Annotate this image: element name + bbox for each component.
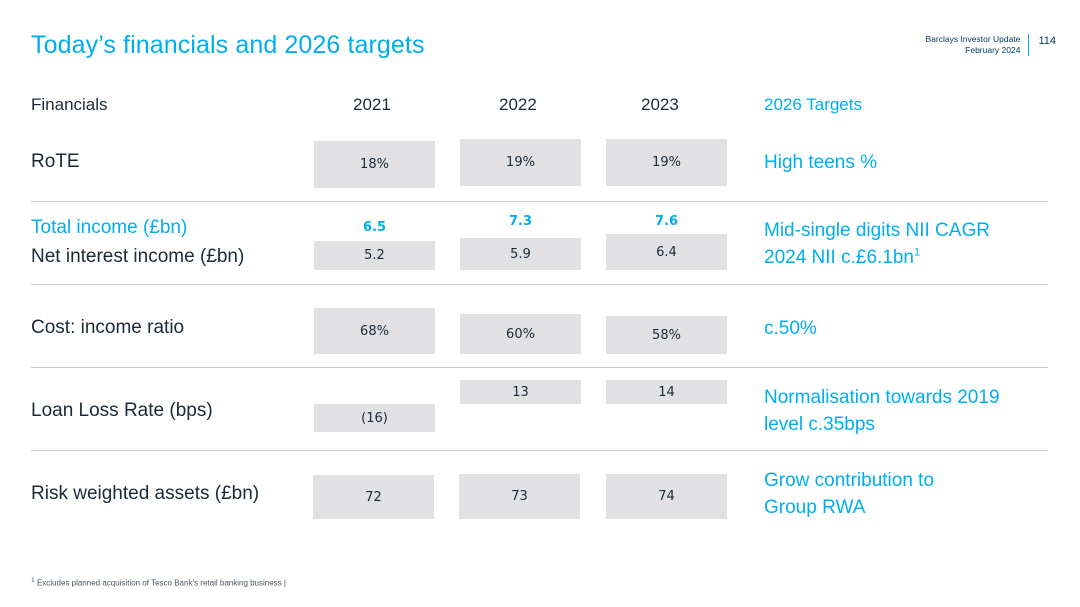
cell-nii-2021: 5.2 [314,241,435,270]
footnote-marker: 1 [914,246,921,259]
target-rote: High teens % [764,152,878,173]
cell-nii-2022: 5.9 [460,238,581,270]
row-label-total-income: Total income (£bn) [31,217,188,238]
cell-rote-2023: 19% [606,139,727,186]
column-header-financials: Financials [31,95,108,114]
footnote: 1 Excludes planned acquisition of Tesco … [31,577,286,588]
cell-rwa-2021: 72 [313,475,434,519]
column-header-targets: 2026 Targets [764,95,862,114]
cell-nii-2023: 6.4 [606,234,727,270]
row-divider [31,284,1048,285]
cell-rote-2021: 18% [314,141,435,188]
cell-cost-income-2021: 68% [314,308,435,354]
target-cost-income: c.50% [764,318,817,339]
row-divider [31,201,1048,202]
footnote-text: Excludes planned acquisition of Tesco Ba… [36,578,286,588]
footnote-number: 1 [31,577,35,584]
row-divider [31,450,1048,451]
row-label-rwa: Risk weighted assets (£bn) [31,483,260,504]
column-header-2022: 2022 [499,95,537,114]
row-divider [31,367,1048,368]
cell-loan-loss-2023: 14 [606,380,727,404]
cell-total-income-2022: 7.3 [508,214,533,229]
target-total-income: Mid-single digits NII CAGR 2024 NII c.£6… [764,217,990,271]
cell-total-income-2023: 7.6 [654,214,679,229]
target-rwa-line-2: Group RWA [764,497,866,518]
cell-rote-2022: 19% [460,139,581,186]
target-rwa: Grow contribution to Group RWA [764,467,934,521]
target-loan-loss: Normalisation towards 2019 level c.35bps [764,384,1000,438]
source-line-1: Barclays Investor Update [925,34,1021,44]
cell-loan-loss-2021: (16) [314,404,435,432]
cell-rwa-2023: 74 [606,474,727,519]
target-total-income-line-1: Mid-single digits NII CAGR [764,220,990,241]
cell-loan-loss-2022: 13 [460,380,581,404]
page-number: 114 [1038,35,1056,47]
target-loan-loss-line-2: level c.35bps [764,414,875,435]
cell-rwa-2022: 73 [459,474,580,519]
row-label-rote: RoTE [31,151,80,172]
target-rwa-line-1: Grow contribution to [764,470,935,491]
header-source: Barclays Investor Update February 2024 1… [925,34,1056,56]
target-loan-loss-line-1: Normalisation towards 2019 [764,387,1000,408]
cell-cost-income-2023: 58% [606,316,727,354]
source-line-2: February 2024 [965,45,1021,55]
cell-total-income-2021: 6.5 [362,220,387,235]
row-label-loan-loss-rate: Loan Loss Rate (bps) [31,400,213,421]
header-source-text: Barclays Investor Update February 2024 [925,34,1030,56]
cell-cost-income-2022: 60% [460,314,581,354]
page-title: Today’s financials and 2026 targets [31,31,425,59]
row-label-net-interest-income: Net interest income (£bn) [31,246,245,267]
target-total-income-line-2: 2024 NII c.£6.1bn1 [764,246,921,268]
column-header-2021: 2021 [353,95,391,114]
column-header-2023: 2023 [641,95,679,114]
row-label-cost-income: Cost: income ratio [31,317,185,338]
